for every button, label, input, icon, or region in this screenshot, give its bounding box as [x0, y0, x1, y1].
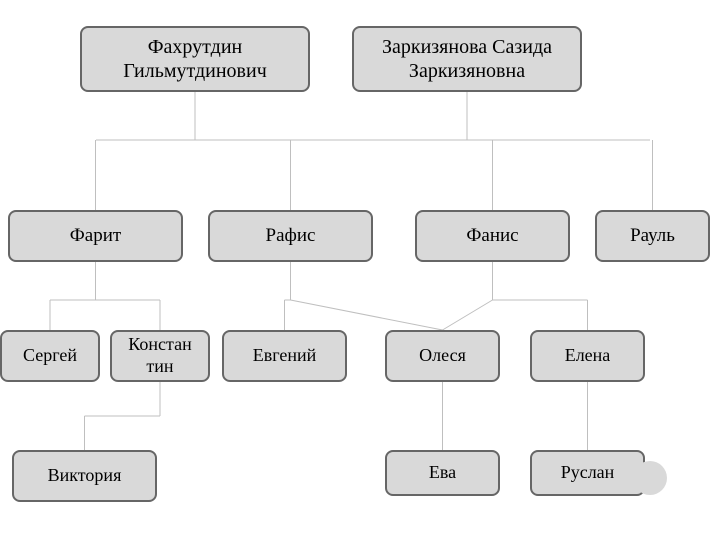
node-label: Фахрутдин Гильмутдинович: [86, 35, 304, 83]
node-label: Сергей: [23, 345, 77, 367]
node-child-3: Фанис: [415, 210, 570, 262]
node-child-2: Рафис: [208, 210, 373, 262]
node-ggrand-3: Руслан: [530, 450, 645, 496]
node-label: Руслан: [561, 462, 615, 484]
node-parent-1: Фахрутдин Гильмутдинович: [80, 26, 310, 92]
node-label: Констан тин: [116, 334, 204, 377]
node-label: Фанис: [466, 225, 518, 248]
node-grand-4: Олеся: [385, 330, 500, 382]
node-label: Виктория: [48, 465, 122, 487]
node-label: Рауль: [630, 225, 675, 248]
node-parent-2: Заркизянова Сазида Заркизяновна: [352, 26, 582, 92]
node-child-4: Рауль: [595, 210, 710, 262]
node-grand-1: Сергей: [0, 330, 100, 382]
node-grand-3: Евгений: [222, 330, 347, 382]
node-grand-2: Констан тин: [110, 330, 210, 382]
node-grand-5: Елена: [530, 330, 645, 382]
node-label: Рафис: [266, 225, 316, 248]
node-ggrand-1: Виктория: [12, 450, 157, 502]
node-child-1: Фарит: [8, 210, 183, 262]
node-ggrand-2: Ева: [385, 450, 500, 496]
node-label: Заркизянова Сазида Заркизяновна: [358, 35, 576, 83]
node-label: Елена: [565, 345, 611, 367]
node-label: Евгений: [253, 345, 317, 367]
node-label: Олеся: [419, 345, 466, 367]
decor-circle: [633, 461, 667, 495]
node-label: Фарит: [70, 225, 121, 248]
node-label: Ева: [429, 462, 456, 484]
